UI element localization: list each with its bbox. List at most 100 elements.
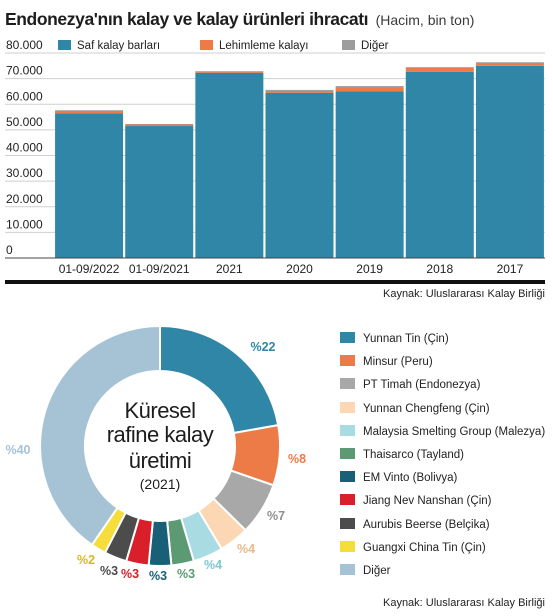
source-note-top: Kaynak: Uluslararası Kalay Birliği xyxy=(382,288,545,300)
donut-legend-label: EM Vinto (Bolivya) xyxy=(363,472,458,485)
legend-label-saf-kalay: Saf kalay barları xyxy=(77,40,161,52)
chart-subtitle: (Hacim, bin ton) xyxy=(375,12,475,28)
donut-legend-swatch xyxy=(340,517,355,529)
stacked-bar-chart: 0 10.000 20.000 30.000 40.000 50.000 60.000 70.… xyxy=(5,38,545,276)
donut-legend-swatch xyxy=(340,471,355,483)
legend-item-diger: Diğer xyxy=(342,40,388,52)
legend-label-lehimleme: Lehimleme kalayı xyxy=(219,40,309,52)
donut-legend-label: Jiang Nev Nanshan (Çin) xyxy=(363,495,492,508)
bar-segment xyxy=(55,110,124,111)
donut-legend-item: EM Vinto (Bolivya) xyxy=(340,471,457,484)
bar-segment xyxy=(335,86,404,88)
donut-legend-swatch xyxy=(340,378,355,390)
y-tick-label: 80.000 xyxy=(6,38,43,52)
legend-item-lehimleme: Lehimleme kalayı xyxy=(200,40,308,52)
bar-segment xyxy=(195,72,264,258)
x-tick-label: 01-09/2021 xyxy=(129,262,190,276)
slice-percent-label: %4 xyxy=(204,558,222,572)
slice-percent-label: %2 xyxy=(77,553,95,567)
donut-legend-item: Yunnan Tin (Çin) xyxy=(340,332,449,345)
donut-legend-item: Thaisarco (Tayland) xyxy=(340,448,464,461)
x-tick-label: 2020 xyxy=(286,262,313,276)
donut-legend-label: Yunnan Chengfeng (Çin) xyxy=(363,402,490,415)
donut-legend-swatch xyxy=(340,401,355,413)
x-tick-label: 2021 xyxy=(216,262,243,276)
y-tick-label: 20.000 xyxy=(6,192,43,206)
section-divider xyxy=(5,280,545,284)
bar-segment xyxy=(475,63,544,66)
legend-swatch-lehimleme xyxy=(200,40,213,50)
donut-legend-swatch xyxy=(340,355,355,367)
bar-segment xyxy=(405,67,474,72)
bar-segment xyxy=(405,71,474,258)
donut-legend-item: Minsur (Peru) xyxy=(340,355,433,368)
donut-legend-label: Aurubis Beerse (Belçika) xyxy=(363,518,490,531)
y-tick-label: 30.000 xyxy=(6,166,43,180)
bar-segment xyxy=(265,92,334,258)
slice-percent-label: %3 xyxy=(177,567,195,581)
donut-legend-item: Jiang Nev Nanshan (Çin) xyxy=(340,494,491,507)
bar-segment xyxy=(55,110,124,114)
bar-segment xyxy=(475,65,544,258)
y-tick-label: 70.000 xyxy=(6,64,43,78)
y-tick-label: 60.000 xyxy=(6,89,43,103)
donut-center-year: (2021) xyxy=(139,476,181,492)
legend-swatch-diger xyxy=(342,40,355,50)
bar-segment xyxy=(265,90,334,93)
slice-percent-label: %3 xyxy=(100,564,118,578)
donut-legend-label: Thaisarco (Tayland) xyxy=(363,449,464,461)
donut-legend-swatch xyxy=(340,424,355,436)
slice-percent-label: %3 xyxy=(149,569,167,583)
bar-segment xyxy=(55,113,124,258)
slice-percent-label: %40 xyxy=(5,443,30,457)
bar-segment xyxy=(125,123,194,125)
legend-item-saf-kalay: Saf kalay barları xyxy=(58,40,160,52)
bar-segment xyxy=(195,71,264,73)
donut-center-line-1: Küresel xyxy=(124,398,196,423)
slice-percent-label: %3 xyxy=(121,567,139,581)
donut-legend-item: Aurubis Beerse (Belçika) xyxy=(340,517,490,531)
donut-legend-item: Guangxi China Tin (Çin) xyxy=(340,540,486,554)
bar-segment xyxy=(265,89,334,91)
donut-legend-item: Malaysia Smelting Group (Malezya) xyxy=(340,424,546,438)
x-tick-label: 2018 xyxy=(426,262,453,276)
donut-legend-label: Diğer xyxy=(363,565,391,577)
donut-legend-label: Yunnan Tin (Çin) xyxy=(363,333,449,345)
donut-legend-swatch xyxy=(340,494,355,506)
donut-legend-item: Diğer xyxy=(340,564,390,577)
donut-legend-swatch xyxy=(340,448,355,459)
y-tick-label: 10.000 xyxy=(6,217,43,231)
legend-swatch-saf-kalay xyxy=(58,40,71,50)
donut-legend-label: PT Timah (Endonezya) xyxy=(363,379,481,392)
slice-percent-label: %4 xyxy=(237,542,255,556)
x-tick-label: 2017 xyxy=(497,262,524,276)
bar-segment xyxy=(125,124,194,127)
y-tick-label: 40.000 xyxy=(6,141,43,155)
chart-title-row: Endonezya'nın kalay ve kalay ürünleri ih… xyxy=(5,9,474,30)
y-tick-label: 0 xyxy=(6,243,13,257)
slice-percent-label: %7 xyxy=(267,509,285,523)
bar-segment xyxy=(125,126,194,258)
donut-legend-label: Malaysia Smelting Group (Malezya) xyxy=(363,425,546,438)
slice-percent-label: %22 xyxy=(250,340,275,354)
donut-legend-swatch xyxy=(340,332,355,343)
bar-segment xyxy=(335,87,404,92)
bar-segment xyxy=(335,91,404,258)
donut-slice xyxy=(39,324,161,547)
y-tick-label: 50.000 xyxy=(6,115,43,129)
donut-center-line-3: üretimi xyxy=(128,448,192,473)
donut-legend-label: Minsur (Peru) xyxy=(363,356,433,369)
legend-label-diger: Diğer xyxy=(361,40,389,52)
bar-segment xyxy=(475,62,544,64)
bar-segment xyxy=(405,67,474,68)
donut-center-line-2: rafine kalay xyxy=(106,422,214,447)
chart-title: Endonezya'nın kalay ve kalay ürünleri ih… xyxy=(5,9,369,29)
x-tick-label: 01-09/2022 xyxy=(59,262,120,276)
donut-legend-label: Guangxi China Tin (Çin) xyxy=(363,541,486,554)
slice-percent-label: %8 xyxy=(288,452,306,466)
x-tick-label: 2019 xyxy=(356,262,383,276)
donut-legend-item: PT Timah (Endonezya) xyxy=(340,378,480,391)
source-note-bottom: Kaynak: Uluslararası Kalay Birliği xyxy=(382,597,545,609)
donut-legend-item: Yunnan Chengfeng (Çin) xyxy=(340,401,490,415)
donut-legend-swatch xyxy=(340,540,355,552)
